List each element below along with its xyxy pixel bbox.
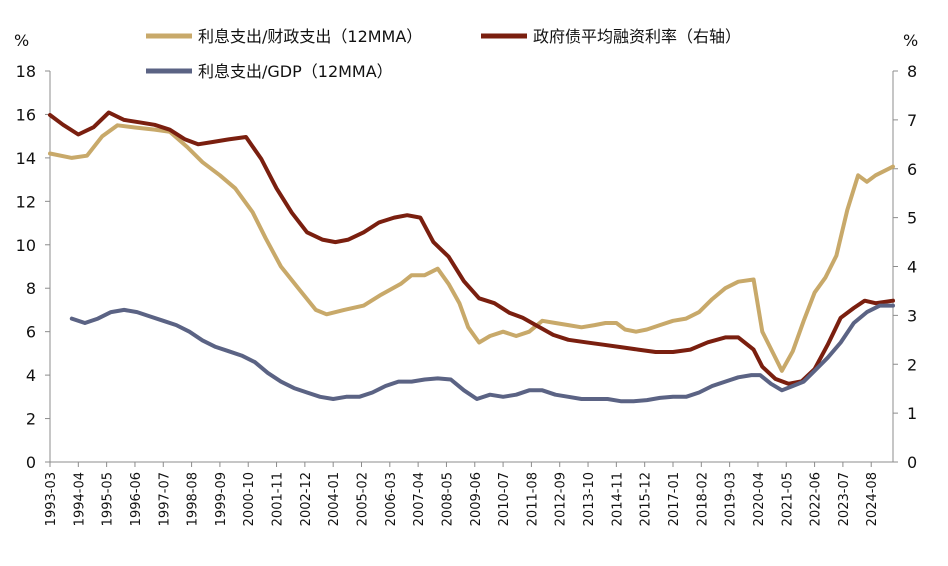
left-y-tick-label: 12: [16, 192, 36, 211]
legend-item-interest-to-expenditure: 利息支出/财政支出（12MMA）: [146, 27, 422, 46]
x-tick-label: 2015-12: [639, 472, 654, 526]
right-y-tick-label: 0: [907, 453, 917, 472]
series-lines: [48, 110, 895, 404]
x-tick-label: 2007-04: [412, 472, 427, 526]
x-tick-label: 2000-10: [242, 472, 257, 526]
x-tick-label: 2010-07: [497, 472, 512, 526]
x-tick-label: 2023-07: [837, 472, 852, 526]
legend-item-gov-bond-rate: 政府债平均融资利率（右轴）: [481, 27, 741, 46]
legend-label-interest-to-gdp: 利息支出/GDP（12MMA）: [198, 62, 393, 81]
legend: 利息支出/财政支出（12MMA） 政府债平均融资利率（右轴） 利息支出/GDP（…: [146, 27, 741, 81]
x-tick-label: 1996-06: [129, 472, 144, 526]
x-tick-label: 1994-04: [72, 472, 87, 526]
right-y-tick-label: 1: [907, 404, 917, 423]
series-line-interest-to-gdp: [69, 303, 895, 404]
left-y-tick-label: 4: [26, 366, 36, 385]
right-y-tick-label: 3: [907, 306, 917, 325]
x-tick-label: 2017-01: [667, 472, 682, 526]
left-y-tick-label: 6: [26, 323, 36, 342]
left-y-tick-label: 16: [16, 105, 36, 124]
x-tick-label: 2008-05: [440, 472, 455, 526]
left-y-tick-label: 18: [16, 62, 36, 81]
x-tick-label: 2012-09: [554, 472, 569, 526]
right-y-tick-label: 7: [907, 111, 917, 130]
right-y-tick-label: 2: [907, 355, 917, 374]
x-tick-label: 2021-05: [780, 472, 795, 526]
x-tick-label: 1995-05: [101, 472, 116, 526]
x-tick-label: 2022-06: [809, 472, 824, 526]
left-y-tick-label: 10: [16, 236, 36, 255]
left-y-tick-label: 14: [16, 149, 36, 168]
x-tick-label: 2020-04: [752, 472, 767, 526]
x-tick-label: 2005-02: [355, 472, 370, 526]
x-tick-label: 1998-08: [186, 472, 201, 526]
legend-label-gov-bond-rate: 政府债平均融资利率（右轴）: [533, 27, 741, 46]
left-y-tick-label: 0: [26, 453, 36, 472]
x-tick-label: 2018-02: [695, 472, 710, 526]
x-tick-label: 2001-11: [271, 472, 286, 526]
x-tick-label: 2002-12: [299, 472, 314, 526]
x-tick-label: 2019-03: [724, 472, 739, 526]
x-tick-label: 2024-08: [865, 472, 880, 526]
series-line-gov-bond-rate: [48, 110, 895, 386]
left-y-tick-label: 8: [26, 279, 36, 298]
right-y-tick-label: 6: [907, 160, 917, 179]
right-y-tick-label: 8: [907, 62, 917, 81]
x-tick-label: 2013-10: [582, 472, 597, 526]
x-tick-label: 1997-07: [157, 472, 172, 526]
legend-item-interest-to-gdp: 利息支出/GDP（12MMA）: [146, 62, 393, 81]
x-tick-label: 2014-11: [610, 472, 625, 526]
right-y-tick-label: 5: [907, 209, 917, 228]
series-line-interest-to-expenditure: [48, 123, 895, 373]
x-tick-label: 2011-08: [525, 472, 540, 526]
left-y-tick-label: 2: [26, 410, 36, 429]
x-tick-label: 1993-03: [44, 472, 59, 526]
x-tick-label: 2009-06: [469, 472, 484, 526]
x-tick-label: 2004-01: [327, 472, 342, 526]
x-tick-label: 2006-03: [384, 472, 399, 526]
right-y-tick-label: 4: [907, 258, 917, 277]
legend-label-interest-to-expenditure: 利息支出/财政支出（12MMA）: [198, 27, 422, 46]
left-axis-unit: %: [14, 31, 29, 50]
right-axis-unit: %: [903, 31, 918, 50]
x-tick-label: 1999-09: [214, 472, 229, 526]
